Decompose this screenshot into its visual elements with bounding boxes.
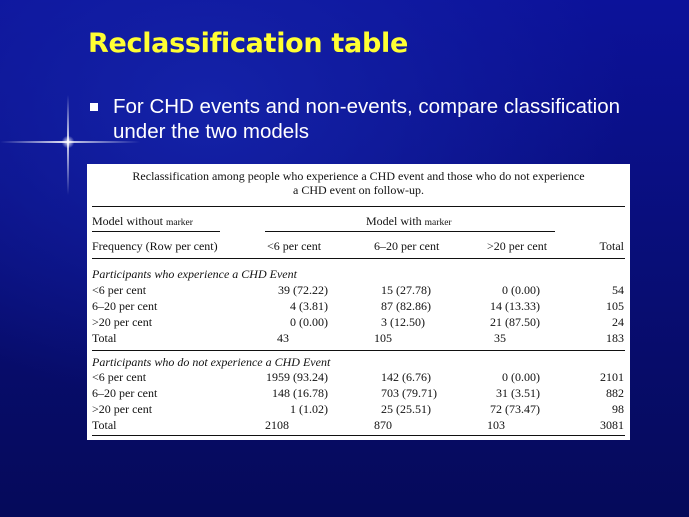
- cell-lt6: 0 (0.00): [290, 315, 328, 329]
- cell-6-20: 703 (79.71): [381, 386, 437, 400]
- cell-6-20: 25 (25.51): [381, 402, 431, 416]
- table-top-rule: [92, 206, 625, 207]
- cell-6-20: 3 (12.50): [381, 315, 425, 329]
- col-header-total: Total: [599, 239, 625, 253]
- reclassification-table-image: Reclassification among people who experi…: [87, 164, 630, 440]
- col-header-6-20: 6–20 per cent: [374, 239, 440, 253]
- cell-gt20: 35: [494, 331, 506, 345]
- cell-6-20: 105: [374, 331, 392, 345]
- cell-total: 183: [606, 331, 624, 345]
- header-bottom-rule: [92, 258, 625, 259]
- row-label: >20 per cent: [92, 315, 153, 329]
- cell-total: 882: [606, 386, 624, 400]
- section-divider-rule: [92, 350, 625, 351]
- cell-total: 2101: [600, 370, 624, 384]
- cell-gt20: 14 (13.33): [490, 299, 540, 313]
- row-label: 6–20 per cent: [92, 386, 158, 400]
- caption-line-1: Reclassification among people who experi…: [132, 169, 585, 183]
- section-label-nonevents: Participants who do not experience a CHD…: [92, 355, 331, 369]
- cell-6-20: 87 (82.86): [381, 299, 431, 313]
- cell-lt6: 1 (1.02): [290, 402, 328, 416]
- cell-total: 24: [612, 315, 624, 329]
- bullet-item: For CHD events and non-events, compare c…: [90, 94, 650, 144]
- slide-title: Reclassification table: [88, 28, 408, 59]
- model-without-label: Model without: [92, 214, 163, 228]
- cell-lt6: 4 (3.81): [290, 299, 328, 313]
- cell-gt20: 72 (73.47): [490, 402, 540, 416]
- model-with-header: Model with marker: [366, 214, 452, 230]
- header-rule-model-with: [265, 231, 555, 232]
- cell-total: 54: [612, 283, 624, 297]
- cell-gt20: 21 (87.50): [490, 315, 540, 329]
- cell-6-20: 870: [374, 418, 392, 432]
- cell-total: 98: [612, 402, 624, 416]
- col-header-lt6: <6 per cent: [267, 239, 322, 253]
- row-label: <6 per cent: [92, 370, 147, 384]
- cell-6-20: 15 (27.78): [381, 283, 431, 297]
- cell-gt20: 31 (3.51): [496, 386, 540, 400]
- model-without-header: Model without marker: [92, 214, 193, 230]
- row-label: Total: [92, 331, 117, 345]
- row-label: 6–20 per cent: [92, 299, 158, 313]
- bullet-text: For CHD events and non-events, compare c…: [113, 95, 621, 143]
- marker-label: marker: [424, 218, 452, 228]
- section-label-events: Participants who experience a CHD Event: [92, 267, 297, 281]
- lens-flare-glow: [61, 136, 75, 148]
- cell-total: 3081: [600, 418, 624, 432]
- cell-gt20: 103: [487, 418, 505, 432]
- table-caption: Reclassification among people who experi…: [87, 169, 630, 197]
- row-label: Total: [92, 418, 117, 432]
- cell-lt6: 2108: [265, 418, 289, 432]
- caption-line-2: a CHD event on follow-up.: [293, 183, 424, 197]
- cell-lt6: 39 (72.22): [278, 283, 328, 297]
- cell-total: 105: [606, 299, 624, 313]
- header-rule-left: [92, 231, 220, 232]
- row-label: <6 per cent: [92, 283, 147, 297]
- cell-lt6: 43: [277, 331, 289, 345]
- marker-label: marker: [166, 218, 193, 228]
- cell-gt20: 0 (0.00): [502, 370, 540, 384]
- table-bottom-rule: [92, 435, 625, 436]
- cell-lt6: 148 (16.78): [272, 386, 328, 400]
- cell-gt20: 0 (0.00): [502, 283, 540, 297]
- model-with-label: Model with: [366, 214, 422, 228]
- square-bullet-icon: [90, 103, 98, 111]
- row-label: >20 per cent: [92, 402, 153, 416]
- cell-6-20: 142 (6.76): [381, 370, 431, 384]
- col-header-gt20: >20 per cent: [487, 239, 548, 253]
- frequency-header: Frequency (Row per cent): [92, 239, 218, 253]
- cell-lt6: 1959 (93.24): [266, 370, 328, 384]
